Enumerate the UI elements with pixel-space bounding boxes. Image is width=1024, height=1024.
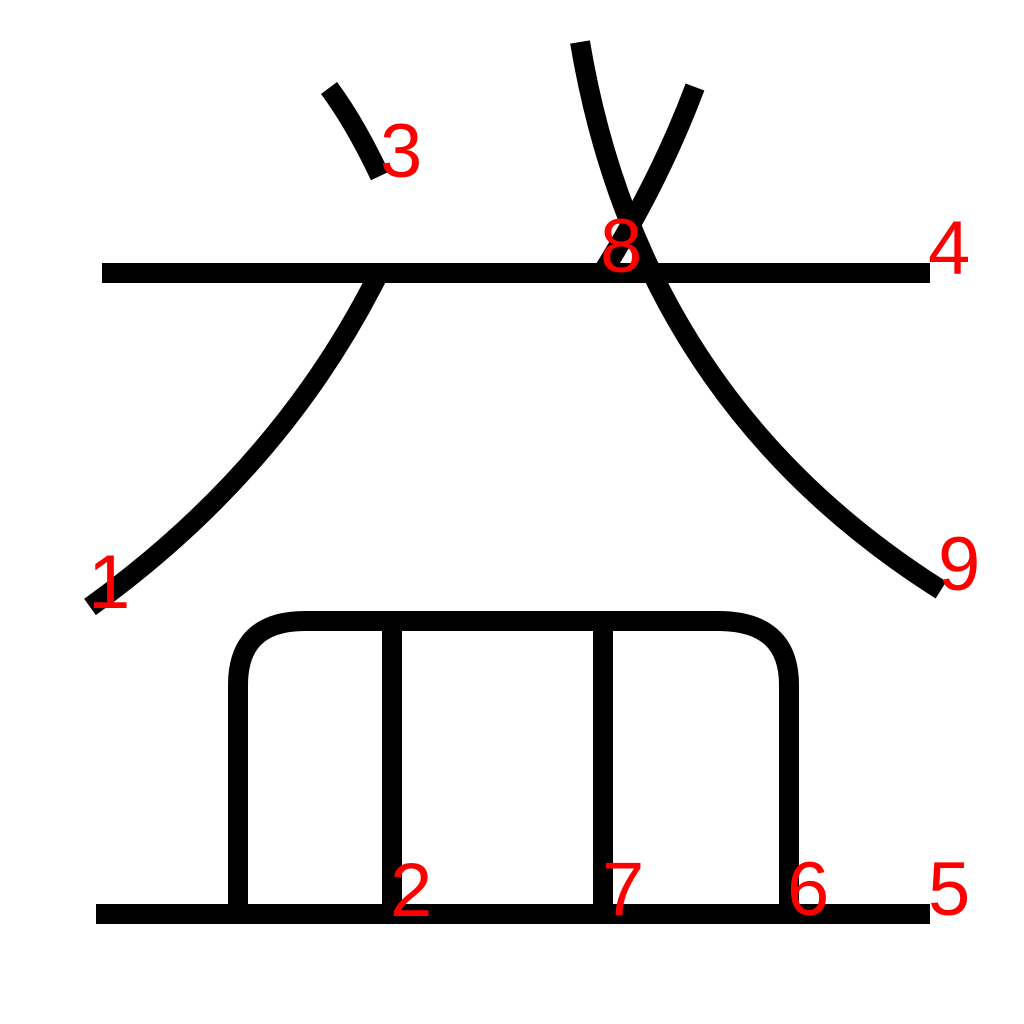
stroke-labels-group: 1 2 3 4 5 6 7 8 9 [88, 109, 980, 933]
stroke-1-path [84, 270, 387, 616]
stroke-8-path [595, 83, 705, 276]
stroke-label-8: 8 [600, 204, 642, 289]
stroke-9-path [570, 40, 947, 599]
stroke-label-9: 9 [938, 522, 980, 607]
strokes-group [84, 40, 947, 924]
stroke-label-5: 5 [928, 847, 970, 932]
stroke-6-path [228, 611, 799, 913]
stroke-label-2: 2 [390, 848, 432, 933]
stroke-label-3: 3 [380, 109, 422, 194]
stroke-label-6: 6 [787, 847, 829, 932]
stroke-label-4: 4 [928, 206, 970, 291]
stroke-label-7: 7 [602, 847, 644, 932]
stroke-3-path [320, 82, 390, 181]
stroke-label-1: 1 [88, 540, 130, 625]
